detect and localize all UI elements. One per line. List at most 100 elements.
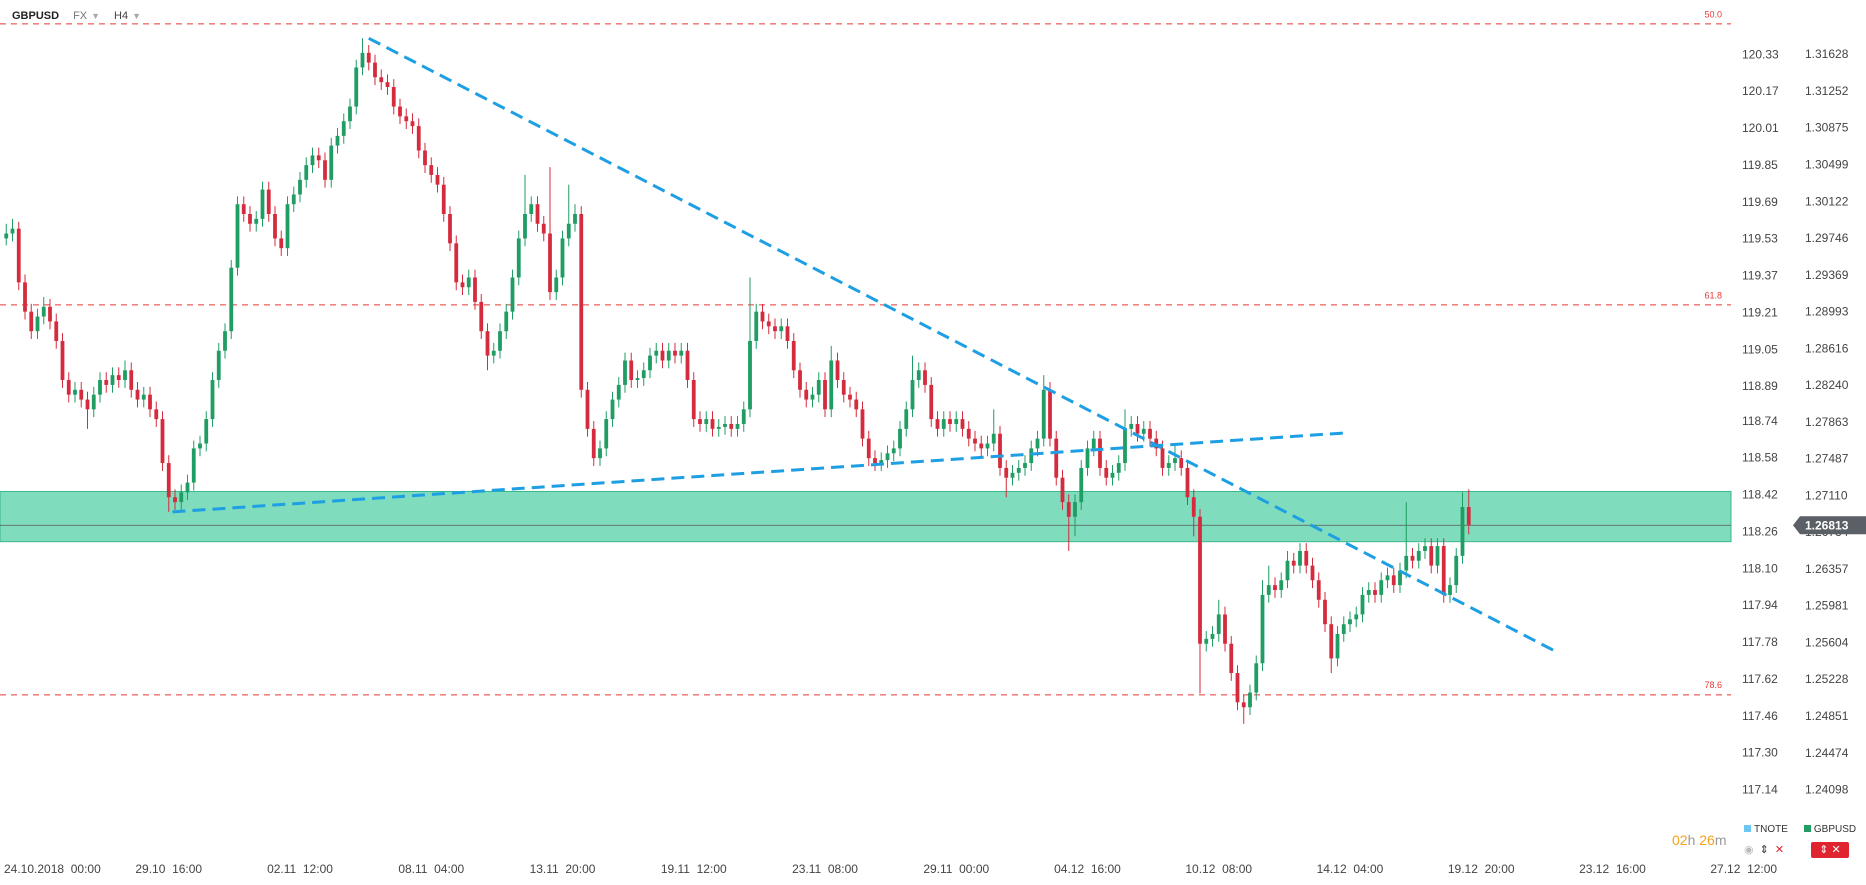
candle-body bbox=[541, 223, 546, 234]
candle-body bbox=[204, 419, 209, 444]
candle-body bbox=[354, 67, 359, 107]
candle-body bbox=[679, 350, 684, 356]
candle-body bbox=[329, 145, 334, 180]
candle-body bbox=[829, 360, 834, 410]
candle-body bbox=[510, 277, 515, 312]
candle-body bbox=[210, 380, 215, 420]
candle-body bbox=[248, 213, 252, 224]
y-tick-label: 1.28240 bbox=[1805, 378, 1849, 392]
candle-body bbox=[835, 360, 840, 381]
candle-body bbox=[254, 218, 259, 224]
candle-body bbox=[885, 453, 890, 461]
y2-tick-label: 119.53 bbox=[1742, 232, 1778, 246]
candle-body bbox=[685, 350, 690, 381]
candle-body bbox=[1048, 389, 1052, 439]
candle-body bbox=[404, 116, 409, 122]
close-icon[interactable]: ✕ bbox=[1774, 844, 1785, 856]
candle-body bbox=[373, 62, 377, 78]
candle-body bbox=[173, 497, 177, 503]
candle-body bbox=[129, 370, 134, 390]
y2-tick-label: 118.26 bbox=[1742, 524, 1778, 538]
candle-body bbox=[135, 389, 140, 400]
candle-body bbox=[1248, 692, 1252, 708]
candle-body bbox=[1060, 477, 1065, 503]
candle-body bbox=[1391, 575, 1396, 586]
candle-body bbox=[41, 306, 46, 317]
candle-body bbox=[616, 384, 621, 400]
candle-body bbox=[873, 458, 877, 464]
candle-body bbox=[716, 426, 721, 429]
candle-body bbox=[991, 433, 996, 444]
candle-body bbox=[285, 204, 290, 249]
candle-body bbox=[573, 213, 577, 224]
remove-button[interactable]: ⇕ ✕ bbox=[1811, 842, 1849, 858]
candle-body bbox=[910, 380, 915, 410]
legend-item[interactable]: TNOTE bbox=[1744, 824, 1788, 835]
y2-tick-label: 120.17 bbox=[1742, 84, 1779, 98]
candle-body bbox=[648, 355, 652, 371]
candle-body bbox=[1429, 546, 1434, 566]
y-tick-label: 1.24851 bbox=[1805, 709, 1849, 723]
candle-body bbox=[1404, 555, 1409, 571]
candle-body bbox=[773, 326, 777, 332]
candle-body bbox=[598, 448, 602, 459]
candle-body bbox=[1448, 585, 1452, 595]
candle-body bbox=[391, 87, 396, 107]
candle-body bbox=[1123, 428, 1127, 464]
candle-body bbox=[1354, 614, 1359, 620]
y-tick-label: 1.25604 bbox=[1805, 636, 1849, 650]
candle-body bbox=[216, 350, 221, 381]
candle-body bbox=[298, 179, 302, 195]
candle-body bbox=[866, 438, 871, 459]
legend-item[interactable]: GBPUSD bbox=[1803, 824, 1856, 835]
candle-body bbox=[704, 419, 709, 424]
y-tick-label: 1.25228 bbox=[1805, 672, 1849, 686]
caret: ▼ bbox=[91, 11, 101, 21]
eye-icon[interactable]: ◉ bbox=[1744, 844, 1754, 856]
y-tick-label: 1.27487 bbox=[1805, 452, 1849, 466]
y-tick-label: 1.27863 bbox=[1805, 415, 1849, 429]
candle-body bbox=[60, 340, 65, 381]
candle-body bbox=[435, 174, 440, 185]
candle-body bbox=[1266, 585, 1271, 595]
candle-body bbox=[1166, 463, 1171, 468]
candle-body bbox=[479, 301, 484, 332]
x-tick-label: 13.11 20:00 bbox=[530, 862, 596, 876]
y2-tick-label: 117.94 bbox=[1742, 598, 1778, 612]
timeframe-select[interactable]: H4 ▼ bbox=[114, 10, 141, 22]
candle-body bbox=[754, 311, 759, 341]
candle-body bbox=[1216, 614, 1221, 634]
candle-body bbox=[673, 350, 677, 356]
candle-body bbox=[1116, 463, 1121, 473]
candle-body bbox=[1323, 599, 1327, 625]
candle-body bbox=[516, 238, 521, 278]
y-tick-label: 1.31628 bbox=[1805, 47, 1849, 61]
candle-body bbox=[1204, 638, 1209, 644]
candle-body bbox=[766, 321, 771, 327]
legend-label: TNOTE bbox=[1754, 824, 1788, 835]
candle-body bbox=[1329, 624, 1334, 659]
x-tick-label: 23.11 08:00 bbox=[792, 862, 858, 876]
candle-body bbox=[779, 326, 784, 332]
candle-body bbox=[1091, 438, 1096, 449]
candle-body bbox=[1229, 643, 1234, 674]
candle-body bbox=[491, 350, 496, 356]
y2-tick-label: 117.46 bbox=[1742, 709, 1778, 723]
candle-body bbox=[916, 370, 921, 381]
market-select[interactable]: FX ▼ bbox=[73, 10, 100, 22]
legend: TNOTE GBPUSD bbox=[1744, 824, 1856, 835]
candle-body bbox=[1379, 580, 1384, 595]
candle-body bbox=[1029, 448, 1034, 464]
candle-body bbox=[335, 135, 340, 146]
y2-tick-label: 118.58 bbox=[1742, 451, 1778, 465]
support-zone bbox=[0, 490, 1732, 543]
candle-body bbox=[73, 389, 77, 395]
y-tick-label: 1.28616 bbox=[1805, 341, 1849, 355]
candle-body bbox=[235, 204, 240, 268]
candle-body bbox=[110, 375, 115, 385]
candle-body bbox=[1185, 467, 1190, 498]
candle-body bbox=[1073, 502, 1077, 517]
move-icon[interactable]: ⇕ bbox=[1759, 844, 1769, 856]
candle-body bbox=[960, 419, 965, 429]
candle-body bbox=[548, 233, 552, 293]
